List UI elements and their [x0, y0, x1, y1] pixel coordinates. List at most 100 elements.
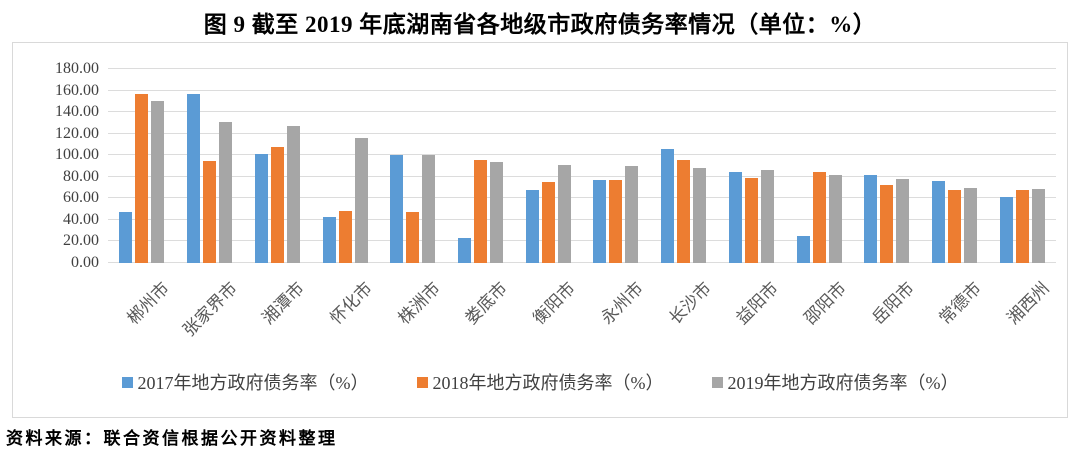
x-axis-label: 湘潭市 [258, 278, 309, 329]
bar-group-6 [447, 69, 515, 263]
gridline [108, 175, 1056, 177]
bar [135, 93, 149, 263]
bar [390, 155, 404, 263]
gridline [108, 89, 1056, 91]
legend-swatch-icon [416, 376, 428, 388]
y-tick-label: 0.00 [71, 254, 99, 271]
bar-group-8 [582, 69, 650, 263]
bar [338, 211, 352, 263]
bar [457, 238, 471, 263]
bar [525, 189, 539, 263]
bar [796, 236, 810, 263]
legend-item: 2019年地方政府债务率（%） [711, 369, 959, 395]
bar [354, 137, 368, 263]
bar [203, 160, 217, 263]
bar [151, 101, 165, 263]
bar [693, 168, 707, 263]
legend-swatch-icon [711, 376, 723, 388]
bar [864, 174, 878, 263]
gridline [108, 197, 1056, 199]
y-tick-label: 100.00 [55, 146, 99, 164]
bar [947, 189, 961, 263]
legend-item: 2017年地方政府债务率（%） [121, 369, 369, 395]
bar [880, 185, 894, 263]
bar [625, 166, 639, 263]
gridline [108, 240, 1056, 242]
y-tick-label: 160.00 [55, 81, 99, 99]
legend-label: 2018年地方政府债务率（%） [432, 373, 664, 393]
legend-label: 2019年地方政府债务率（%） [727, 373, 959, 393]
gridline [108, 262, 1056, 263]
bar [473, 159, 487, 263]
bar [219, 121, 233, 263]
bar [963, 187, 977, 263]
bar [931, 181, 945, 263]
bar [999, 197, 1013, 263]
bar [828, 174, 842, 263]
x-axis-label: 张家界市 [179, 278, 241, 341]
source-note: 资料来源：联合资信根据公开资料整理 [6, 429, 338, 448]
bars-container [108, 69, 1056, 263]
gridline [108, 132, 1056, 134]
bar-group-7 [514, 69, 582, 263]
legend: 2017年地方政府债务率（%） 2018年地方政府债务率（%） 2019年地方政府债… [13, 369, 1067, 395]
legend-label: 2017年地方政府债务率（%） [137, 373, 369, 393]
bar-group-9 [650, 69, 718, 263]
bar [187, 93, 201, 263]
x-axis-label: 邵阳市 [800, 278, 850, 329]
x-axis-label: 怀化市 [326, 278, 376, 329]
bar-group-2 [176, 69, 244, 263]
bar-group-13 [921, 69, 989, 263]
x-axis-label: 益阳市 [732, 278, 783, 329]
bar-group-5 [379, 69, 447, 263]
x-axis-label: 衡阳市 [529, 278, 580, 329]
y-tick-label: 180.00 [55, 60, 99, 77]
gridline [108, 111, 1056, 113]
bar [541, 182, 555, 263]
x-axis-label: 郴州市 [123, 278, 173, 329]
bar [270, 146, 284, 263]
y-tick-label: 140.00 [55, 103, 99, 121]
bar [322, 216, 336, 263]
x-axis-label: 娄底市 [461, 278, 512, 329]
bar-group-1 [108, 69, 176, 263]
x-axis-label: 永州市 [597, 278, 647, 329]
bar [1015, 189, 1029, 263]
bar-group-14 [988, 69, 1056, 263]
bar [896, 178, 910, 263]
y-tick-label: 80.00 [63, 167, 99, 185]
bar [661, 148, 675, 263]
bar-group-12 [853, 69, 921, 263]
y-tick-label: 20.00 [63, 232, 99, 250]
legend-item: 2018年地方政府债务率（%） [416, 369, 664, 395]
y-tick-label: 40.00 [63, 210, 99, 228]
x-axis-label: 湘西州 [1003, 278, 1054, 329]
bar-group-3 [243, 69, 311, 263]
bar-group-10 [717, 69, 785, 263]
plot-area [108, 68, 1056, 263]
y-axis: 0.00 20.00 40.00 60.00 80.00 100.00 120.00 140.… [13, 43, 99, 283]
bar [812, 172, 826, 263]
bar [286, 126, 300, 263]
bar [422, 155, 436, 263]
bar [119, 212, 133, 263]
chart-title: 图 9 截至 2019 年底湖南省各地级市政府债务率情况（单位：%） [203, 12, 877, 37]
bar-group-4 [311, 69, 379, 263]
bar [728, 172, 742, 263]
x-axis-label: 长沙市 [665, 278, 715, 329]
x-axis-label: 常德市 [935, 278, 986, 329]
bar [489, 161, 503, 263]
bar [557, 164, 571, 263]
bar-group-11 [785, 69, 853, 263]
y-tick-label: 120.00 [55, 124, 99, 142]
bar [406, 212, 420, 263]
bar [677, 159, 691, 263]
bar [760, 170, 774, 263]
y-tick-label: 60.00 [63, 189, 99, 207]
chart-frame: 0.00 20.00 40.00 60.00 80.00 100.00 120.00 140.… [12, 42, 1068, 418]
legend-swatch-icon [121, 376, 133, 388]
gridline [108, 154, 1056, 156]
bar [609, 180, 623, 263]
bar [744, 177, 758, 263]
bar [1031, 188, 1045, 263]
